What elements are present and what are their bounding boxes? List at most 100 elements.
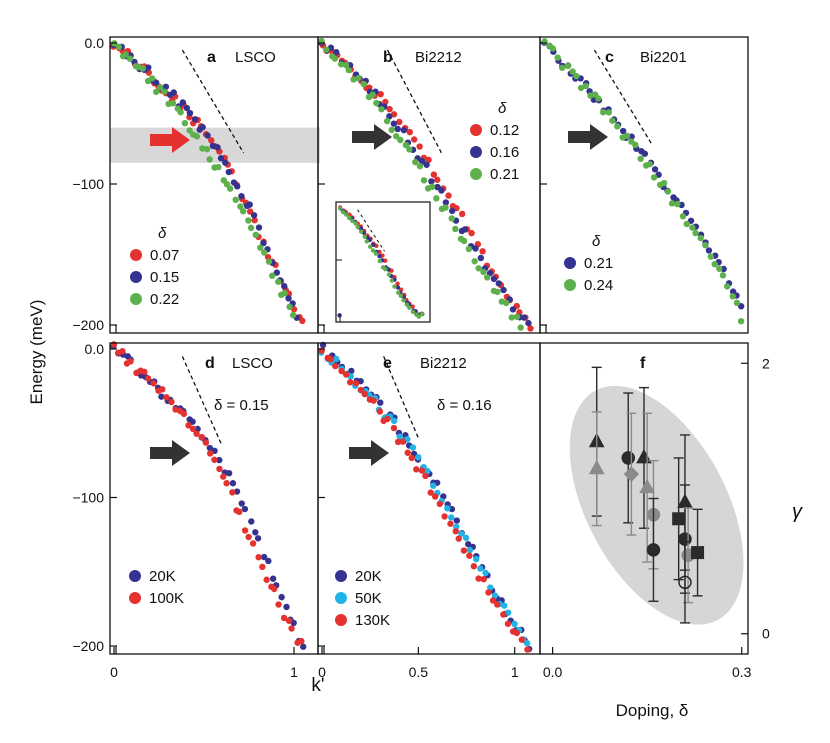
data-point-0.12 [410,136,418,143]
data-point-50K [396,433,403,440]
data-point-0.22 [169,99,177,107]
data-point-100K [216,465,223,473]
data-point-0.21 [517,324,524,331]
data-point-0.22 [260,249,268,256]
data-point-0.22 [160,88,168,95]
data-point-0.24 [733,299,741,307]
inset-data-point [362,234,367,239]
data-point-0.12 [416,143,423,150]
data-point-130K [404,449,411,456]
data-point-0.12 [386,105,393,113]
data-point-130K [432,493,439,500]
data-point-0.16 [525,319,532,327]
inset-data-point [350,218,355,224]
data-point-0.15 [204,132,211,139]
data-point-0.24 [559,64,566,71]
data-point-20K [158,393,165,400]
data-point-0.22 [148,75,156,82]
data-point-0.15 [214,144,221,151]
data-point-0.16 [472,245,479,252]
data-point-0.12 [406,128,413,136]
panel-letter: b [383,49,393,66]
data-point-130K [524,646,531,653]
legend-label: 20K [149,568,176,585]
data-point-50K [333,355,340,363]
data-point-0.21 [420,177,428,184]
data-point-130K [346,379,354,386]
data-point-130K [408,454,415,462]
data-point-100K [263,576,270,583]
panel-annotation: δ = 0.15 [214,397,269,414]
data-point-0.16 [438,187,445,194]
data-point-0.21 [388,126,395,134]
legend-marker [130,271,142,283]
data-point-0.16 [509,306,517,313]
inset-dashed-line [357,209,385,252]
data-point-0.16 [400,126,408,134]
data-point-0.21 [433,195,440,202]
data-point-20K [464,540,472,548]
data-point-20K [269,575,277,582]
data-point-50K [429,482,437,489]
data-point-20K [348,367,355,375]
data-point-0.12 [458,210,466,218]
y-tick-label: −100 [72,176,104,192]
data-point-0.24 [609,117,616,124]
x-tick-label: 0 [318,664,326,680]
data-point-0.22 [257,244,264,251]
data-point-130K [518,636,526,643]
legend-label: 130K [355,612,390,629]
y-tick-label: 2 [762,355,770,371]
data-point-130K [390,424,398,432]
gamma-point-diamond [623,466,640,482]
data-point-0.22 [252,231,260,239]
data-point-0.12 [527,325,534,332]
data-point-50K [458,530,465,537]
data-point-0.24 [679,213,687,220]
data-point-20K [252,529,259,536]
data-point-20K [283,603,290,611]
legend-label: 0.22 [150,291,179,308]
data-point-100K [163,394,170,401]
data-point-0.07 [299,317,306,325]
inset-data-point [398,293,404,298]
f-x-axis-label: Doping, δ [616,701,689,720]
data-point-130K [422,472,429,480]
x-axis-label: k' [311,675,324,696]
data-point-0.15 [255,224,263,231]
data-point-0.22 [181,120,189,127]
legend-marker [470,146,482,158]
panel-title: LSCO [232,355,273,372]
data-point-0.21 [397,136,404,144]
data-point-0.22 [239,208,247,215]
data-point-0.24 [711,260,718,268]
data-point-20K [206,444,214,452]
data-point-130K [494,601,501,608]
inset-data-point [367,244,373,249]
data-point-100K [110,341,118,348]
data-point-0.21 [737,303,745,310]
data-point-0.24 [573,72,580,80]
data-point-0.15 [246,201,253,208]
data-point-50K [415,454,422,461]
data-point-100K [245,533,252,541]
legend-label: 0.07 [150,247,179,264]
data-point-0.07 [208,137,215,144]
data-point-100K [288,625,295,632]
data-point-0.24 [632,141,639,149]
data-point-0.24 [664,188,672,195]
inset-data-point [395,285,401,290]
data-point-0.16 [490,275,498,283]
data-point-0.12 [396,118,403,126]
data-point-130K [370,397,377,404]
data-point-0.16 [428,178,435,185]
data-point-0.21 [323,46,330,53]
data-point-0.15 [145,64,152,71]
data-point-20K [453,517,460,524]
data-point-100K [202,439,210,446]
panel-title: LSCO [235,49,276,66]
x-tick-label: 0.5 [409,664,429,680]
data-point-0.24 [646,160,653,168]
data-point-130K [475,575,482,582]
